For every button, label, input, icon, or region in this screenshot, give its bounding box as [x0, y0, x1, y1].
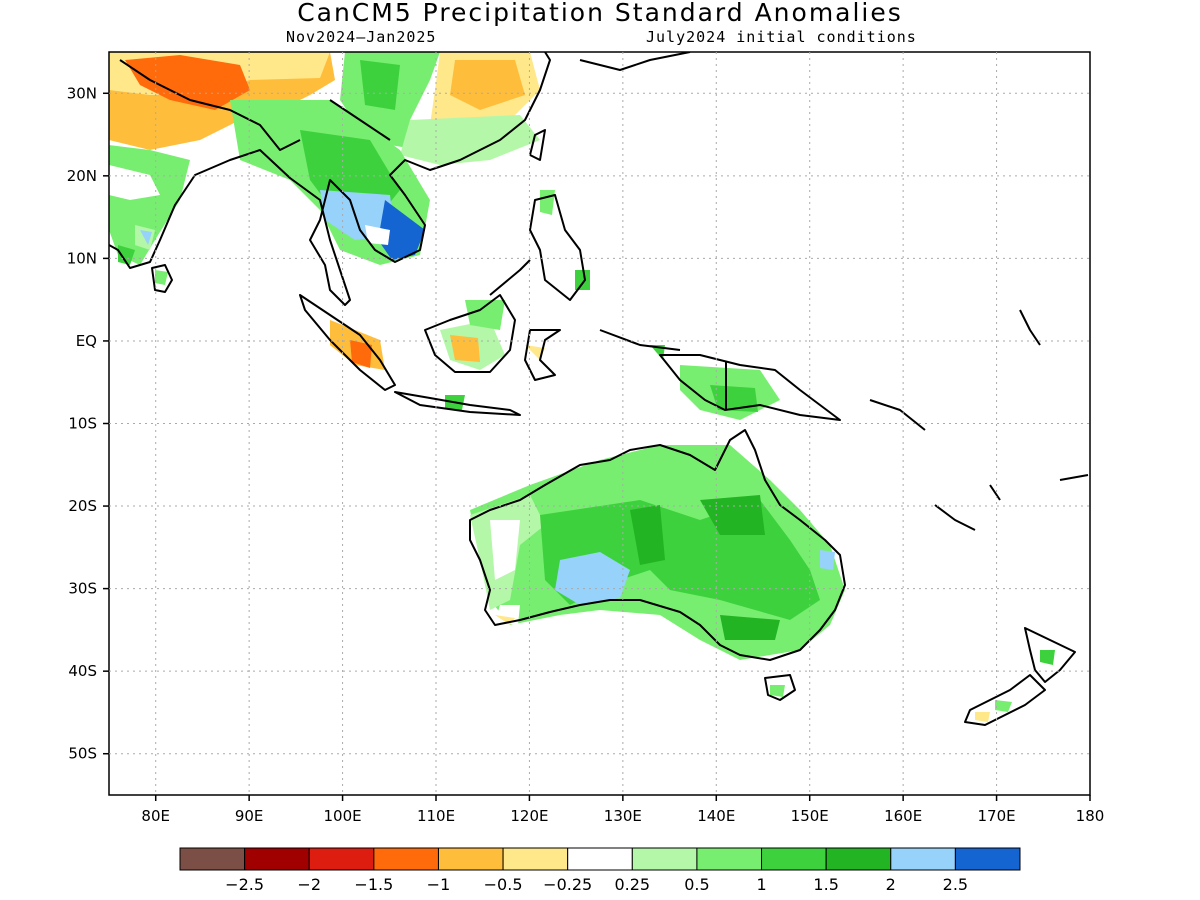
lon-tick-label: 90E — [235, 807, 264, 825]
colorbar-swatch — [437, 847, 504, 871]
lon-tick-label: 130E — [604, 807, 642, 825]
colorbar-swatch — [825, 847, 892, 871]
lat-tick-label: 20N — [67, 167, 97, 185]
colorbar-swatch — [373, 847, 439, 871]
anomaly-australia — [470, 445, 845, 697]
lon-tick-label: 140E — [697, 807, 735, 825]
colorbar-label: 0.25 — [614, 875, 650, 894]
colorbar-label: 1.5 — [813, 875, 838, 894]
lon-tick-label: 120E — [510, 807, 548, 825]
colorbar-swatch — [954, 847, 1021, 871]
colorbar-label: 1 — [756, 875, 766, 894]
lon-tick-label: 170E — [978, 807, 1016, 825]
colorbar-label: −0.5 — [484, 875, 523, 894]
lon-tick-label: 110E — [417, 807, 455, 825]
lon-tick-label: 180 — [1076, 807, 1105, 825]
anomaly-china — [340, 52, 540, 165]
colorbar-swatch — [179, 847, 246, 871]
colorbar-swatch — [631, 847, 698, 871]
forecast-period: Nov2024–Jan2025 — [286, 28, 437, 46]
colorbar-swatch — [761, 847, 827, 871]
colorbar-label: −2 — [297, 875, 321, 894]
colorbar-swatch — [244, 847, 310, 871]
colorbar-label: −1 — [427, 875, 451, 894]
lat-tick-label: 40S — [68, 662, 97, 680]
gridlines — [109, 52, 1090, 795]
lat-tick-label: 10N — [67, 249, 97, 267]
colorbar-swatch — [890, 847, 956, 871]
lon-tick-label: 80E — [141, 807, 170, 825]
lat-tick-label: 30N — [67, 84, 97, 102]
coastlines — [109, 52, 1089, 726]
lat-tick-label: 50S — [68, 745, 97, 763]
axis-ticks: 80E 90E 100E 110E 120E 130E 140E 150E 160E 170E 18… — [67, 84, 1105, 825]
colorbar-swatch — [567, 847, 633, 871]
colorbar-label: −1.5 — [354, 875, 393, 894]
colorbar-label: 2.5 — [943, 875, 968, 894]
colorbar-label: −0.25 — [543, 875, 592, 894]
map-title: CanCM5 Precipitation Standard Anomalies — [297, 0, 903, 27]
lon-tick-label: 160E — [884, 807, 922, 825]
lat-tick-label: EQ — [76, 332, 97, 350]
anomaly-india — [109, 52, 335, 285]
colorbar-label: 0.5 — [684, 875, 709, 894]
colorbar-swatch — [502, 847, 569, 871]
lon-tick-label: 150E — [791, 807, 829, 825]
lat-tick-label: 30S — [68, 580, 97, 598]
anomaly-new-zealand — [975, 650, 1055, 722]
initial-conditions: July2024 initial conditions — [646, 28, 917, 46]
lat-tick-label: 10S — [68, 415, 97, 433]
colorbar: −2.5 −2 −1.5 −1 −0.5 −0.25 0.25 0.5 1 1.5 2 2.5 — [179, 847, 1021, 894]
colorbar-swatch — [696, 847, 763, 871]
colorbar-label: 2 — [886, 875, 896, 894]
colorbar-swatch — [308, 847, 375, 871]
colorbar-label: −2.5 — [225, 875, 264, 894]
lat-tick-label: 20S — [68, 497, 97, 515]
lon-tick-label: 100E — [324, 807, 362, 825]
